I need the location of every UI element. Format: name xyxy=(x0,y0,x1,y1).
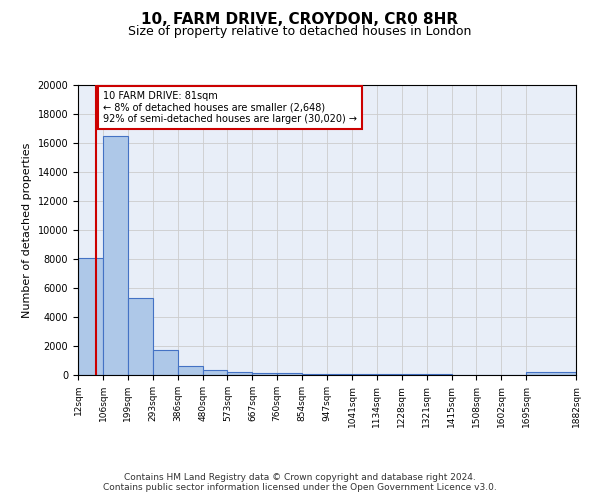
Bar xyxy=(103,136,128,375)
Text: 10 FARM DRIVE: 81sqm
← 8% of detached houses are smaller (2,648)
92% of semi-det: 10 FARM DRIVE: 81sqm ← 8% of detached ho… xyxy=(103,91,357,124)
Text: Size of property relative to detached houses in London: Size of property relative to detached ho… xyxy=(128,25,472,38)
Bar xyxy=(227,372,253,375)
Bar xyxy=(327,374,352,375)
Bar xyxy=(526,372,576,375)
Bar xyxy=(377,374,402,375)
Text: Contains public sector information licensed under the Open Government Licence v3: Contains public sector information licen… xyxy=(103,484,497,492)
Bar xyxy=(277,374,302,375)
Text: Contains HM Land Registry data © Crown copyright and database right 2024.: Contains HM Land Registry data © Crown c… xyxy=(124,472,476,482)
Bar xyxy=(427,374,452,375)
Text: 10, FARM DRIVE, CROYDON, CR0 8HR: 10, FARM DRIVE, CROYDON, CR0 8HR xyxy=(142,12,458,28)
Bar xyxy=(153,350,178,375)
Y-axis label: Number of detached properties: Number of detached properties xyxy=(22,142,32,318)
Bar xyxy=(253,373,277,375)
Bar xyxy=(78,258,103,375)
Bar xyxy=(128,298,153,375)
Bar xyxy=(203,370,227,375)
Bar xyxy=(178,366,203,375)
Bar xyxy=(352,374,377,375)
Bar xyxy=(402,374,427,375)
Bar xyxy=(302,374,327,375)
